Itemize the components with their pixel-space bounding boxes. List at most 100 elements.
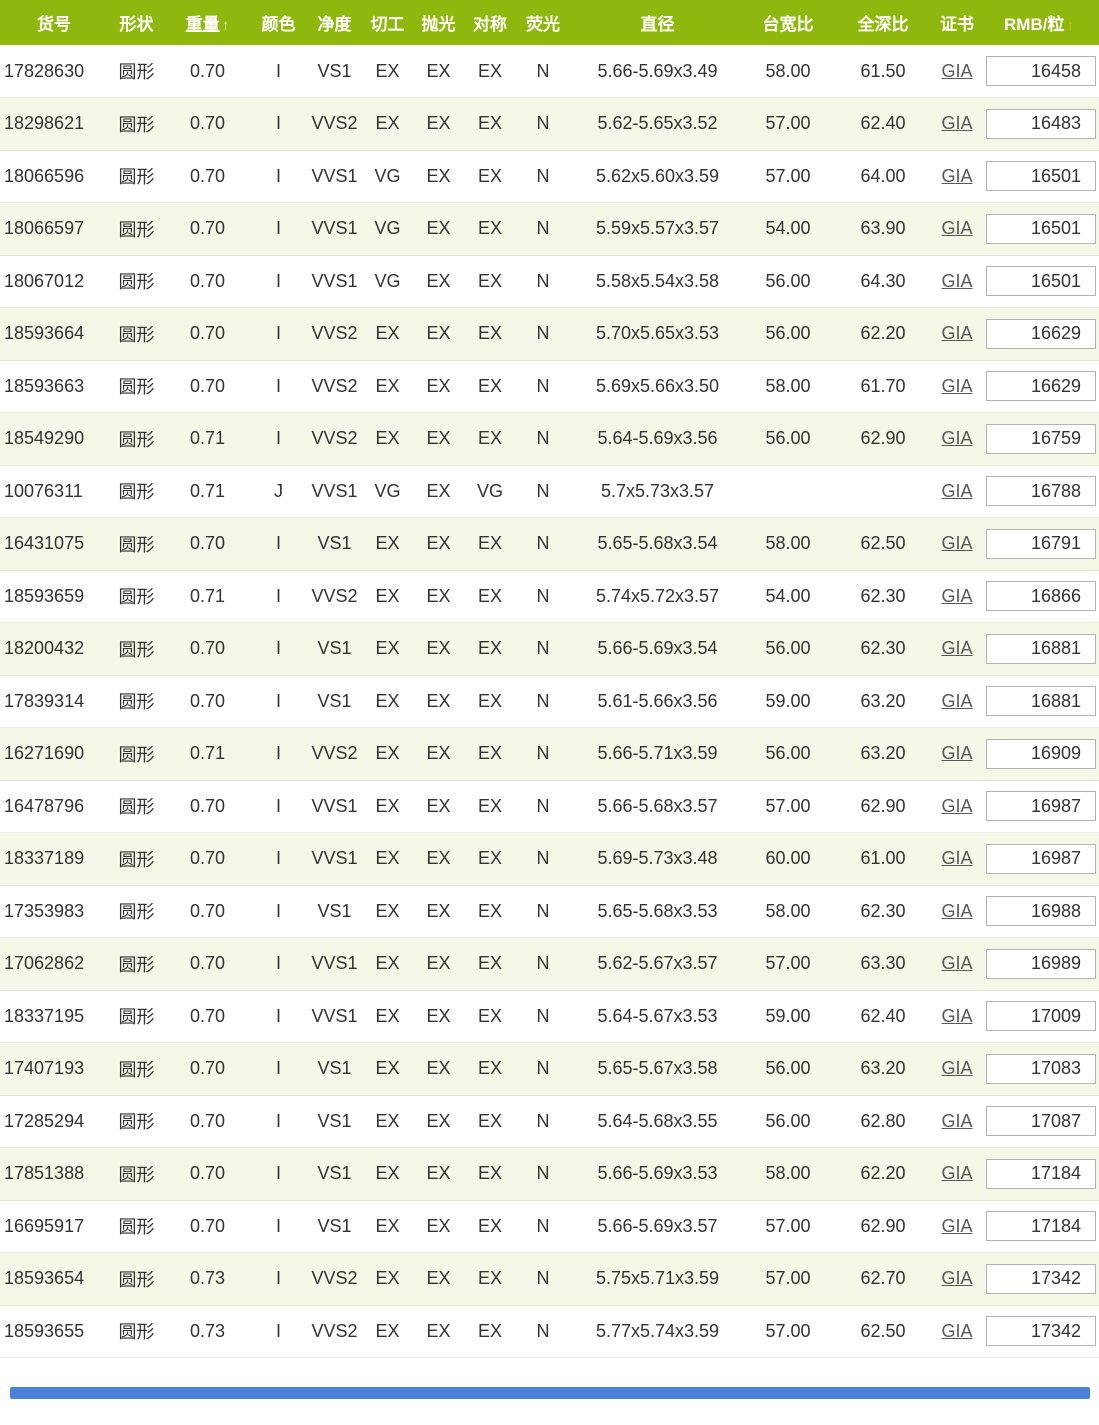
cell-diameter: 5.58x5.54x3.58 (595, 270, 720, 291)
cell-fluorescence: N (536, 1058, 550, 1079)
price-input[interactable] (986, 1211, 1096, 1242)
column-header-price[interactable]: RMB/粒 ↑ (979, 0, 1099, 45)
table-row: 16478796 圆形 0.70 I VVS1 EX EX EX N 5.66-5.68x3.57… (0, 780, 1099, 833)
certificate-link[interactable]: GIA (941, 848, 973, 869)
cell-clarity: VVS2 (311, 1320, 358, 1341)
certificate-link[interactable]: GIA (941, 480, 973, 501)
certificate-link[interactable]: GIA (941, 690, 973, 711)
certificate-link[interactable]: GIA (941, 323, 973, 344)
certificate-link[interactable]: GIA (941, 375, 973, 396)
price-input[interactable] (986, 476, 1096, 507)
certificate-link[interactable]: GIA (941, 638, 973, 659)
cell-fluorescence: N (536, 113, 550, 134)
certificate-link[interactable]: GIA (941, 60, 973, 81)
cell-cut: EX (375, 1058, 400, 1079)
cell-symmetry: EX (477, 690, 502, 711)
price-input[interactable] (986, 948, 1096, 979)
column-header-label-cut: 切工 (370, 15, 405, 34)
price-input[interactable] (986, 108, 1096, 139)
certificate-link[interactable]: GIA (941, 900, 973, 921)
cell-cut: VG (374, 270, 401, 291)
column-header-label-clarity: 净度 (317, 15, 352, 34)
cell-cut: EX (375, 1268, 400, 1289)
column-header-label-table_ratio: 台宽比 (762, 15, 814, 34)
certificate-link[interactable]: GIA (941, 428, 973, 449)
column-header-label-shape: 形状 (119, 15, 154, 34)
certificate-link[interactable]: GIA (941, 743, 973, 764)
certificate-link[interactable]: GIA (941, 533, 973, 554)
price-input[interactable] (986, 161, 1096, 192)
price-input[interactable] (986, 1158, 1096, 1189)
cell-item_no: 18066597 (4, 218, 85, 239)
certificate-link[interactable]: GIA (941, 113, 973, 134)
price-input[interactable] (986, 371, 1096, 402)
cell-diameter: 5.66-5.69x3.54 (597, 638, 718, 659)
price-input[interactable] (986, 1001, 1096, 1032)
cell-fluorescence: N (536, 690, 550, 711)
cell-cut: EX (375, 795, 400, 816)
column-header-weight[interactable]: 重量 ↑ (165, 0, 250, 45)
price-input[interactable] (986, 738, 1096, 769)
certificate-link[interactable]: GIA (941, 1005, 973, 1026)
cell-color: I (275, 375, 281, 396)
price-input[interactable] (986, 633, 1096, 664)
cell-depth_ratio (831, 465, 935, 518)
column-header-symmetry: 对称 (464, 0, 516, 45)
certificate-link[interactable]: GIA (941, 218, 973, 239)
cell-fluorescence: N (536, 1005, 550, 1026)
certificate-link[interactable]: GIA (941, 1215, 973, 1236)
cell-item_no: 18066596 (4, 165, 85, 186)
price-input[interactable] (986, 791, 1096, 822)
certificate-link[interactable]: GIA (941, 1058, 973, 1079)
certificate-link[interactable]: GIA (941, 270, 973, 291)
cell-price (979, 1305, 1099, 1358)
price-input[interactable] (986, 423, 1096, 454)
cell-table_ratio: 56.00 (765, 1058, 811, 1079)
cell-diameter: 5.66-5.71x3.59 (597, 743, 718, 764)
price-input[interactable] (986, 1106, 1096, 1137)
table-row: 17285294 圆形 0.70 I VS1 EX EX EX N 5.64-5.68x3.55 5… (0, 1095, 1099, 1148)
certificate-link[interactable]: GIA (941, 585, 973, 606)
price-input[interactable] (986, 266, 1096, 297)
certificate-link[interactable]: GIA (941, 953, 973, 974)
price-input[interactable] (986, 213, 1096, 244)
cell-color: I (275, 900, 281, 921)
certificate-link[interactable]: GIA (941, 1110, 973, 1131)
certificate-link[interactable]: GIA (941, 165, 973, 186)
cell-depth_ratio: 61.70 (860, 375, 906, 396)
cell-weight: 0.70 (189, 533, 226, 554)
cell-cert: GIA (935, 570, 979, 623)
cell-item_no: 16695917 (4, 1215, 85, 1236)
cell-table_ratio: 56.00 (765, 638, 811, 659)
cell-cert: GIA (935, 360, 979, 413)
price-input[interactable] (986, 686, 1096, 717)
cell-fluorescence: N (536, 1268, 550, 1289)
cell-polish: EX (426, 428, 451, 449)
price-input[interactable] (986, 843, 1096, 874)
cell-color: I (275, 1005, 281, 1026)
cell-fluorescence: N (536, 270, 550, 291)
price-input[interactable] (986, 896, 1096, 927)
cell-table_ratio: 54.00 (765, 218, 811, 239)
certificate-link[interactable]: GIA (941, 795, 973, 816)
cell-weight: 0.70 (189, 165, 226, 186)
price-input[interactable] (986, 318, 1096, 349)
table-row: 18593655 圆形 0.73 I VVS2 EX EX EX N 5.77x5.74x3.59… (0, 1305, 1099, 1358)
cell-depth_ratio: 62.70 (860, 1268, 906, 1289)
table-row: 16271690 圆形 0.71 I VVS2 EX EX EX N 5.66-5.71x3.59… (0, 727, 1099, 780)
price-input[interactable] (986, 581, 1096, 612)
price-input[interactable] (986, 528, 1096, 559)
cell-fluorescence: N (536, 585, 550, 606)
certificate-link[interactable]: GIA (941, 1163, 973, 1184)
certificate-link[interactable]: GIA (941, 1320, 973, 1341)
cell-depth_ratio: 62.40 (860, 1005, 906, 1026)
price-input[interactable] (986, 56, 1096, 86)
certificate-link[interactable]: GIA (941, 1268, 973, 1289)
price-input[interactable] (986, 1263, 1096, 1294)
cell-clarity: VS1 (317, 1163, 352, 1184)
cell-symmetry: EX (477, 638, 502, 659)
price-input[interactable] (986, 1316, 1096, 1347)
horizontal-scrollbar-thumb[interactable] (10, 1387, 1090, 1399)
cell-clarity: VVS1 (311, 953, 358, 974)
price-input[interactable] (986, 1053, 1096, 1084)
